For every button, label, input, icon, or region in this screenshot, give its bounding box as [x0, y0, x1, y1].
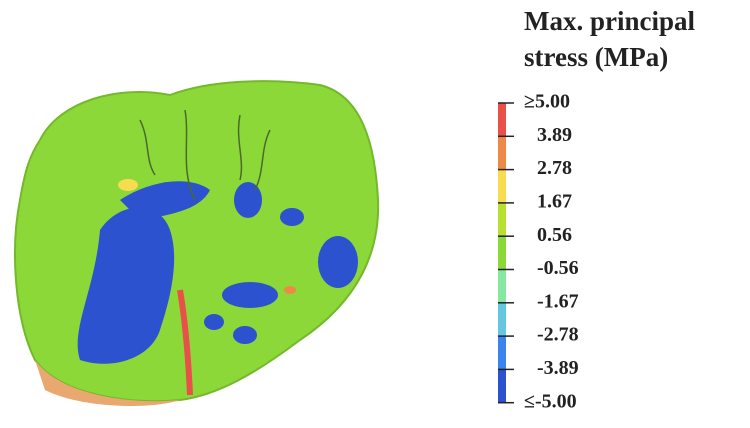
tooth-edge: [35, 360, 180, 406]
legend-title: Max. principal: [524, 6, 696, 36]
color-band: [498, 202, 506, 237]
legend-label: -3.89: [537, 357, 579, 379]
color-band: [498, 336, 506, 370]
low-stress-region: [280, 208, 304, 226]
surface-fissure: [139, 109, 271, 201]
color-band: [498, 103, 506, 137]
tooth-surface: [14, 80, 380, 403]
tooth-model: [14, 80, 380, 406]
low-stress-region: [204, 314, 224, 330]
legend-label: -0.56: [537, 257, 579, 279]
low-stress-region: [233, 326, 257, 344]
color-band: [498, 169, 506, 203]
legend-label: 0.56: [537, 224, 572, 246]
legend-label: ≥5.00: [524, 91, 570, 113]
legend-label: 1.67: [537, 190, 572, 212]
low-stress-region: [77, 207, 175, 364]
low-stress-region: [234, 182, 262, 218]
color-band: [498, 369, 506, 403]
legend-label: 2.78: [537, 157, 572, 179]
color-band: [498, 136, 506, 170]
high-stress-region: [284, 286, 296, 294]
legend-label: ≤-5.00: [524, 390, 577, 412]
color-band: [498, 269, 506, 303]
low-stress-region: [120, 181, 210, 220]
low-stress-region: [222, 282, 278, 308]
color-band: [498, 236, 506, 270]
low-stress-region: [318, 236, 358, 288]
legend-label: -2.78: [537, 324, 579, 346]
legend-label: -1.67: [537, 290, 579, 312]
legend-title: stress (MPa): [524, 42, 668, 72]
stress-streak: [177, 289, 193, 396]
legend-label: 3.89: [537, 124, 572, 146]
color-band: [498, 302, 506, 337]
high-stress-region: [118, 179, 138, 191]
